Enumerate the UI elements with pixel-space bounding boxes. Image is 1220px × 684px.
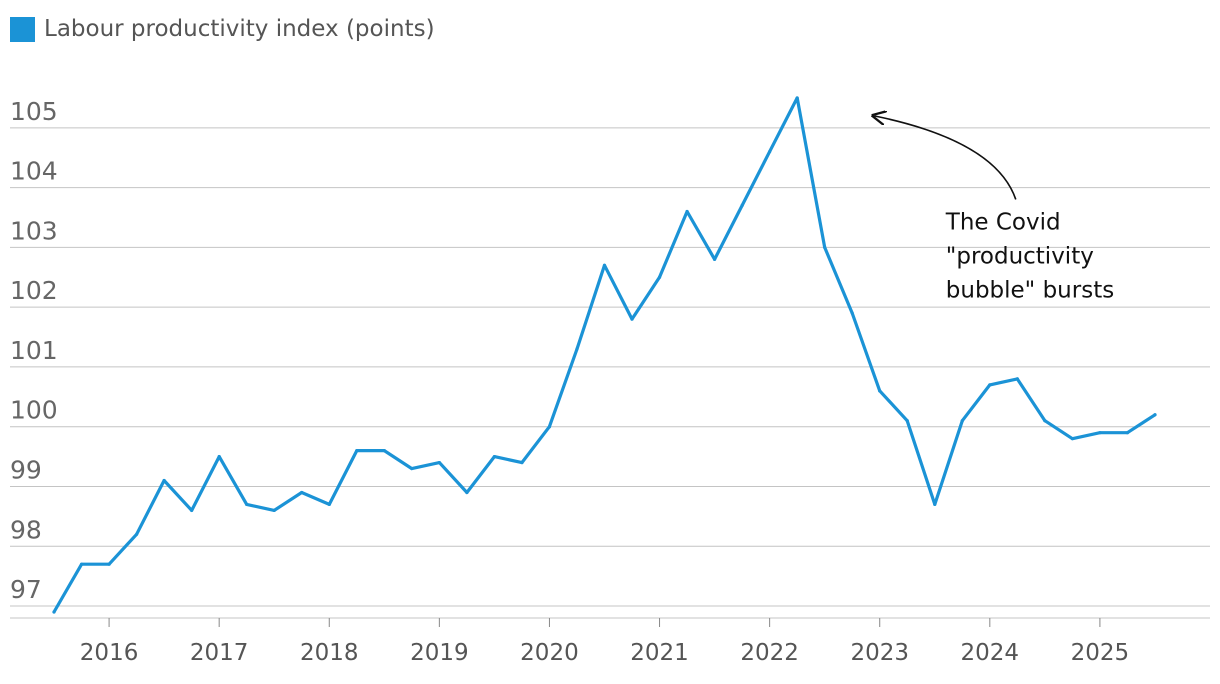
x-tick-label: 2016 [80,640,139,666]
y-tick-label: 102 [10,276,58,305]
data-point [162,478,166,483]
data-point [492,455,497,459]
y-tick-label: 101 [10,336,58,365]
data-point [960,419,964,423]
data-point [327,502,331,507]
data-point [823,245,827,249]
x-tick-label: 2024 [961,640,1020,666]
data-point [52,610,56,614]
data-point [575,347,579,351]
data-point [657,275,662,279]
x-tick-label: 2025 [1071,640,1130,666]
data-point [547,425,552,429]
data-point [300,490,304,495]
data-point [1098,431,1102,435]
y-tick-label: 105 [10,97,58,126]
data-point [355,449,359,453]
annotation-text: The Covid [945,209,1061,235]
data-point [1015,377,1019,381]
legend-swatch [10,16,35,42]
y-tick-label: 103 [10,216,58,245]
annotation-text: "productivity [946,243,1094,269]
legend-label: Labour productivity index (points) [44,16,435,42]
y-tick-label: 97 [10,575,42,604]
data-point [382,449,386,453]
x-tick-label: 2022 [740,640,799,666]
data-point [933,502,937,507]
data-point [905,419,909,423]
legend: Labour productivity index (points) [10,16,435,42]
data-point [712,257,717,261]
annotation-text: bubble" bursts [946,277,1114,303]
y-tick-label: 100 [10,396,58,425]
data-point [1153,413,1157,417]
x-tick-label: 2019 [410,640,469,666]
data-point [79,562,84,566]
data-point [190,508,194,512]
y-tick-label: 99 [10,455,42,484]
data-point [630,317,634,321]
data-point [602,263,607,267]
data-point [878,389,882,393]
x-tick-label: 2020 [520,640,579,666]
data-point [107,562,111,566]
y-tick-label: 104 [10,157,58,186]
data-point [988,383,992,387]
data-point [465,490,469,495]
x-tick-label: 2023 [850,640,909,666]
data-point [437,460,441,465]
data-point [1043,419,1047,423]
y-tick-label: 98 [10,515,42,544]
x-tick-label: 2021 [630,640,689,666]
data-point [520,460,524,465]
data-point [272,508,276,512]
data-point [768,150,772,154]
x-tick-label: 2017 [190,640,249,666]
annotation-arrow [874,116,1017,200]
data-point [135,532,139,536]
data-point [740,203,744,208]
data-point [685,209,689,214]
data-point [1125,431,1130,435]
data-point [795,96,799,100]
data-point [245,502,249,507]
series-line [52,96,1157,614]
data-point [217,455,221,459]
x-tick-label: 2018 [300,640,359,666]
data-point [410,466,414,471]
data-point [1070,437,1074,441]
data-point [850,311,854,315]
